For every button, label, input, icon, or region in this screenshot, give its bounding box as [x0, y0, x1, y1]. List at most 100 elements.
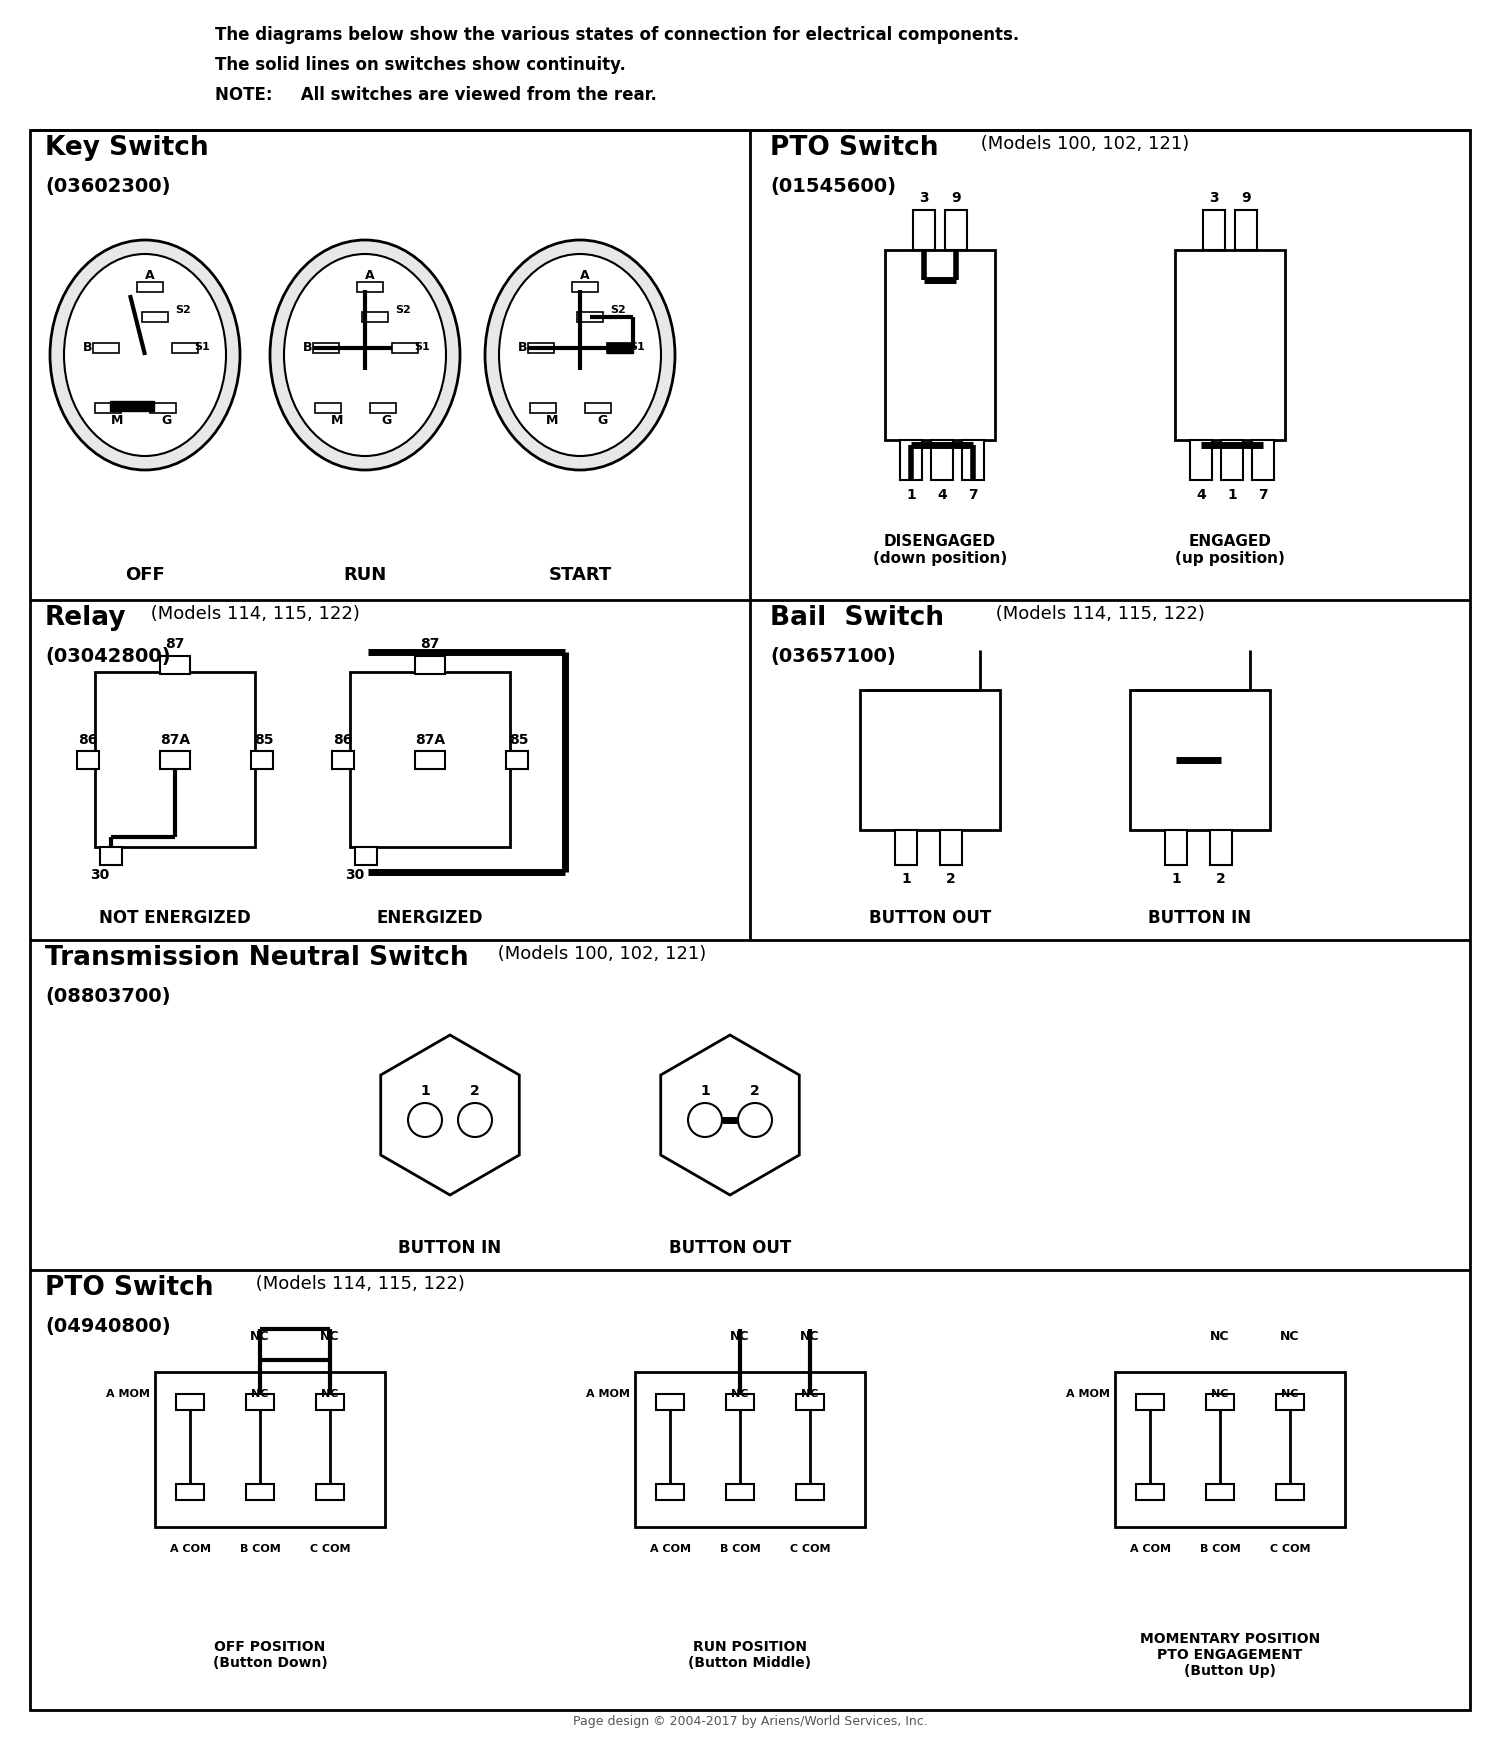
Bar — [94, 403, 122, 413]
Text: 1: 1 — [420, 1084, 430, 1098]
Bar — [726, 1393, 754, 1411]
Text: NC: NC — [1280, 1330, 1299, 1344]
Bar — [76, 751, 99, 769]
Text: (03042800): (03042800) — [45, 647, 171, 667]
Text: A MOM: A MOM — [1066, 1390, 1110, 1398]
Text: NOT ENERGIZED: NOT ENERGIZED — [99, 909, 250, 927]
Bar — [154, 1372, 386, 1527]
Ellipse shape — [500, 253, 662, 456]
Text: 4: 4 — [938, 487, 946, 501]
Bar — [896, 830, 916, 865]
Bar — [945, 209, 968, 250]
Text: 86: 86 — [333, 734, 352, 748]
Bar — [1136, 1485, 1164, 1500]
Text: NC: NC — [801, 1390, 819, 1398]
Text: S1: S1 — [414, 341, 430, 352]
Bar — [585, 403, 610, 413]
Text: 85: 85 — [509, 734, 528, 748]
Text: PTO Switch: PTO Switch — [45, 1275, 213, 1302]
Text: OFF: OFF — [124, 566, 165, 584]
Text: S2: S2 — [176, 304, 190, 315]
Text: C COM: C COM — [1269, 1544, 1311, 1553]
Bar — [316, 1485, 344, 1500]
Text: NOTE:: NOTE: — [214, 86, 279, 104]
Bar — [940, 830, 962, 865]
Text: 3: 3 — [1209, 192, 1219, 206]
Bar — [900, 440, 922, 480]
Text: BUTTON IN: BUTTON IN — [399, 1238, 501, 1258]
Text: BUTTON IN: BUTTON IN — [1149, 909, 1251, 927]
Text: M: M — [332, 413, 344, 426]
Bar — [350, 672, 510, 848]
Text: ENERGIZED: ENERGIZED — [376, 909, 483, 927]
Bar — [246, 1393, 274, 1411]
Bar — [572, 281, 598, 292]
Circle shape — [738, 1103, 772, 1136]
Text: 1: 1 — [906, 487, 916, 501]
Bar — [796, 1485, 824, 1500]
Bar — [1206, 1485, 1234, 1500]
Text: A COM: A COM — [650, 1544, 690, 1553]
Text: NC: NC — [1212, 1390, 1228, 1398]
Bar — [506, 751, 528, 769]
Text: 86: 86 — [78, 734, 98, 748]
Text: NC: NC — [730, 1330, 750, 1344]
Text: S1: S1 — [194, 341, 210, 352]
Text: B COM: B COM — [720, 1544, 760, 1553]
Bar — [656, 1485, 684, 1500]
Text: NC: NC — [321, 1390, 339, 1398]
Bar — [314, 343, 339, 354]
Bar — [176, 1485, 204, 1500]
Text: NC: NC — [1281, 1390, 1299, 1398]
Text: (Models 100, 102, 121): (Models 100, 102, 121) — [975, 135, 1190, 153]
Text: B COM: B COM — [240, 1544, 280, 1553]
Text: B: B — [519, 341, 528, 354]
Text: A MOM: A MOM — [106, 1390, 150, 1398]
Text: ENGAGED
(up position): ENGAGED (up position) — [1174, 533, 1286, 566]
Text: DISENGAGED
(down position): DISENGAGED (down position) — [873, 533, 1006, 566]
Bar — [528, 343, 554, 354]
Text: 7: 7 — [968, 487, 978, 501]
Bar — [332, 751, 354, 769]
Text: A MOM: A MOM — [586, 1390, 630, 1398]
Text: M: M — [111, 413, 123, 426]
Text: BUTTON OUT: BUTTON OUT — [868, 909, 992, 927]
Bar — [93, 343, 118, 354]
Text: 30: 30 — [345, 867, 364, 881]
Bar — [796, 1393, 824, 1411]
Bar — [172, 343, 198, 354]
Bar — [608, 343, 633, 354]
Text: 2: 2 — [1216, 872, 1225, 887]
Text: (Models 114, 115, 122): (Models 114, 115, 122) — [990, 605, 1204, 623]
Ellipse shape — [484, 239, 675, 470]
Text: A: A — [580, 269, 590, 281]
Text: 85: 85 — [254, 734, 273, 748]
Text: Page design © 2004-2017 by Ariens/World Services, Inc.: Page design © 2004-2017 by Ariens/World … — [573, 1715, 927, 1729]
Bar — [362, 311, 388, 322]
Bar — [1190, 440, 1212, 480]
Bar — [315, 403, 340, 413]
Polygon shape — [660, 1034, 800, 1194]
Text: (08803700): (08803700) — [45, 987, 171, 1006]
Text: G: G — [597, 413, 608, 426]
Text: The solid lines on switches show continuity.: The solid lines on switches show continu… — [214, 56, 626, 74]
Bar — [392, 343, 418, 354]
Text: 9: 9 — [1240, 192, 1251, 206]
Text: 87A: 87A — [160, 734, 190, 748]
Circle shape — [458, 1103, 492, 1136]
Bar — [726, 1485, 754, 1500]
Text: RUN: RUN — [344, 566, 387, 584]
Text: Relay: Relay — [45, 605, 126, 631]
Text: The diagrams below show the various states of connection for electrical componen: The diagrams below show the various stat… — [214, 26, 1020, 44]
Text: C COM: C COM — [309, 1544, 350, 1553]
Bar — [246, 1485, 274, 1500]
Bar — [608, 343, 633, 354]
Text: All switches are viewed from the rear.: All switches are viewed from the rear. — [296, 86, 657, 104]
Text: OFF POSITION
(Button Down): OFF POSITION (Button Down) — [213, 1639, 327, 1669]
Text: C COM: C COM — [789, 1544, 831, 1553]
Text: 3: 3 — [920, 192, 928, 206]
Text: 87A: 87A — [416, 734, 446, 748]
Text: Transmission Neutral Switch: Transmission Neutral Switch — [45, 945, 468, 971]
Text: G: G — [382, 413, 392, 426]
Text: 1: 1 — [1172, 872, 1180, 887]
